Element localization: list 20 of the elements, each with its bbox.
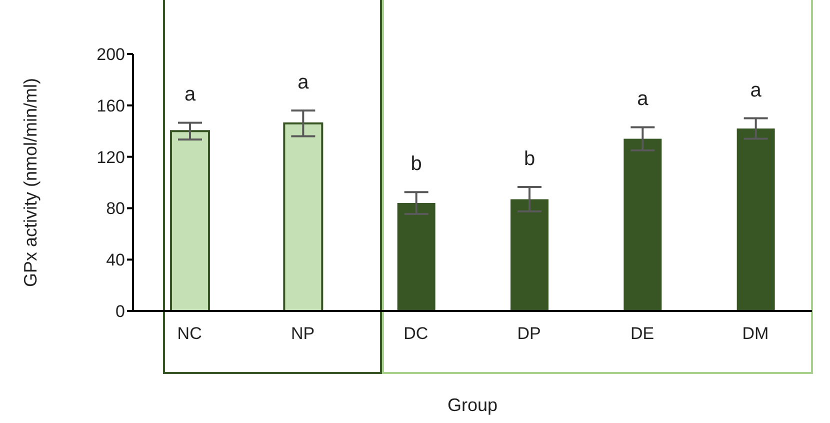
y-tick-label: 80	[106, 199, 125, 218]
y-tick-label: 160	[96, 96, 125, 116]
x-axis-title: Group	[447, 395, 498, 415]
x-tick-label: NP	[290, 324, 315, 344]
y-tick-label: 0	[116, 302, 125, 322]
annotation: a	[298, 72, 310, 94]
y-tick-label: 120	[96, 148, 125, 167]
annotation: a	[750, 79, 762, 102]
y-axis-title: GPx activity (nmol/min/ml)	[20, 78, 40, 288]
y-tick-label: 40	[106, 250, 125, 270]
annotation: b	[410, 153, 422, 176]
x-tick-label: DC	[404, 324, 428, 344]
y-tick-label: 200	[96, 45, 125, 64]
annotation: a	[184, 84, 196, 106]
x-tick-label: DE	[630, 324, 654, 344]
x-tick-label: DM	[742, 324, 769, 344]
x-tick-label: DP	[517, 324, 541, 344]
annotation: a	[637, 88, 650, 110]
x-tick-label: NC	[177, 324, 202, 344]
annotation: b	[524, 148, 536, 170]
